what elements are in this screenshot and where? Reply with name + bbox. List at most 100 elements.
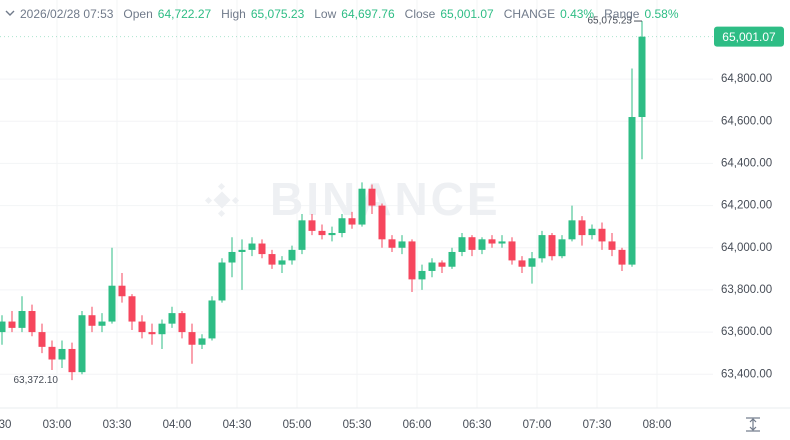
candle-body [518, 260, 526, 267]
y-tick-label: 64,000.00 [721, 242, 772, 254]
field-value: 65,001.07 [440, 7, 494, 21]
candle-body [638, 36, 646, 118]
candle-body [578, 220, 586, 236]
collapse-icon[interactable] [0, 5, 20, 23]
candle-body [558, 239, 566, 257]
candle-body [298, 220, 306, 250]
candle-body [218, 262, 226, 301]
candle-body [368, 188, 376, 206]
field-value: 65,075.23 [250, 7, 305, 21]
x-tick-label: 08:00 [643, 419, 672, 431]
candle-body [238, 249, 246, 252]
annotation-label: 65,075.23 [588, 16, 633, 27]
x-tick-label: 04:30 [223, 419, 252, 431]
candle-body [448, 251, 456, 267]
candle-body [488, 239, 496, 244]
x-tick-label: 07:30 [583, 419, 612, 431]
y-tick-label: 64,800.00 [721, 73, 772, 85]
candle-body [68, 348, 76, 373]
candle-body [538, 235, 546, 259]
candle-body [38, 332, 46, 347]
candle-body [458, 237, 466, 252]
candle-body [128, 296, 136, 322]
candle-body [188, 332, 196, 345]
y-tick-label: 63,600.00 [721, 326, 772, 338]
candle-body [338, 218, 346, 233]
candle-body [58, 348, 66, 360]
x-tick-label: 05:00 [283, 419, 312, 431]
field-value: 0.58% [644, 7, 679, 21]
candle-body [88, 315, 96, 326]
candle-body [158, 323, 166, 335]
x-tick-label: 07:00 [523, 419, 552, 431]
last-price-label: 65,001.07 [722, 30, 776, 44]
candle-body [508, 241, 516, 261]
candle-body [18, 311, 26, 328]
candle-body [608, 241, 616, 250]
candle-body [258, 243, 266, 255]
candle-body [428, 262, 436, 271]
candle-body [108, 285, 116, 322]
candle-body [478, 239, 486, 250]
datetime: 2026/02/28 07:53 [20, 7, 114, 21]
candle-body [228, 251, 236, 263]
field-label: Close [404, 7, 436, 21]
candle-body [248, 243, 256, 250]
candle-body [178, 313, 186, 333]
field-label: Range [604, 7, 640, 21]
field-label: Low [314, 7, 337, 21]
candle-body [438, 262, 446, 267]
candle-body [498, 241, 506, 244]
field-value: 64,722.27 [157, 7, 212, 21]
candle-body [418, 270, 426, 280]
candle-body [28, 311, 36, 333]
y-tick-label: 63,800.00 [721, 284, 772, 296]
candle-body [148, 332, 156, 335]
y-tick-label: 63,400.00 [721, 368, 772, 380]
candle-body [48, 346, 56, 360]
candle-body [288, 249, 296, 261]
y-tick-label: 64,400.00 [721, 157, 772, 169]
candle-body [198, 338, 206, 345]
candle-body [618, 249, 626, 265]
field-value: 0.43% [560, 7, 595, 21]
candle-body [268, 254, 276, 265]
last-price-tag [714, 26, 784, 47]
candle-body [348, 218, 356, 225]
ohlc-header: 2026/02/28 07:53 Open 64,722.27 High 65,075… [0, 5, 689, 23]
grid [0, 0, 713, 408]
x-tick-label: 06:30 [463, 419, 492, 431]
candle-body [118, 285, 126, 297]
candle-body [378, 205, 386, 240]
scale-icon[interactable] [746, 417, 760, 432]
candle-body [598, 228, 606, 242]
candle-body [328, 232, 336, 236]
candle-body [528, 258, 536, 267]
x-tick-label: 04:00 [163, 419, 192, 431]
candle-body [138, 321, 146, 333]
candle-body [0, 321, 6, 333]
candle-body [628, 117, 636, 265]
x-tick-label: 03:00 [43, 419, 72, 431]
candle-body [8, 321, 16, 328]
candle-body [278, 260, 286, 265]
candle-body [588, 228, 596, 236]
candle-body [548, 235, 556, 257]
x-tick-label: 03:30 [103, 419, 132, 431]
candle-body [318, 230, 326, 236]
candle-body [398, 241, 406, 248]
field-label: CHANGE [503, 7, 556, 21]
x-tick-label: 05:30 [343, 419, 372, 431]
field-label: Open [123, 7, 153, 21]
field-label: High [221, 7, 246, 21]
candle-body [168, 313, 176, 324]
candle-body [358, 188, 366, 225]
candle-body [308, 220, 316, 231]
candle-body [78, 315, 86, 373]
annotation-label: 63,372.10 [14, 375, 59, 386]
candle-body [468, 237, 476, 250]
x-tick-label: 06:00 [403, 419, 432, 431]
candle-body [208, 300, 216, 339]
